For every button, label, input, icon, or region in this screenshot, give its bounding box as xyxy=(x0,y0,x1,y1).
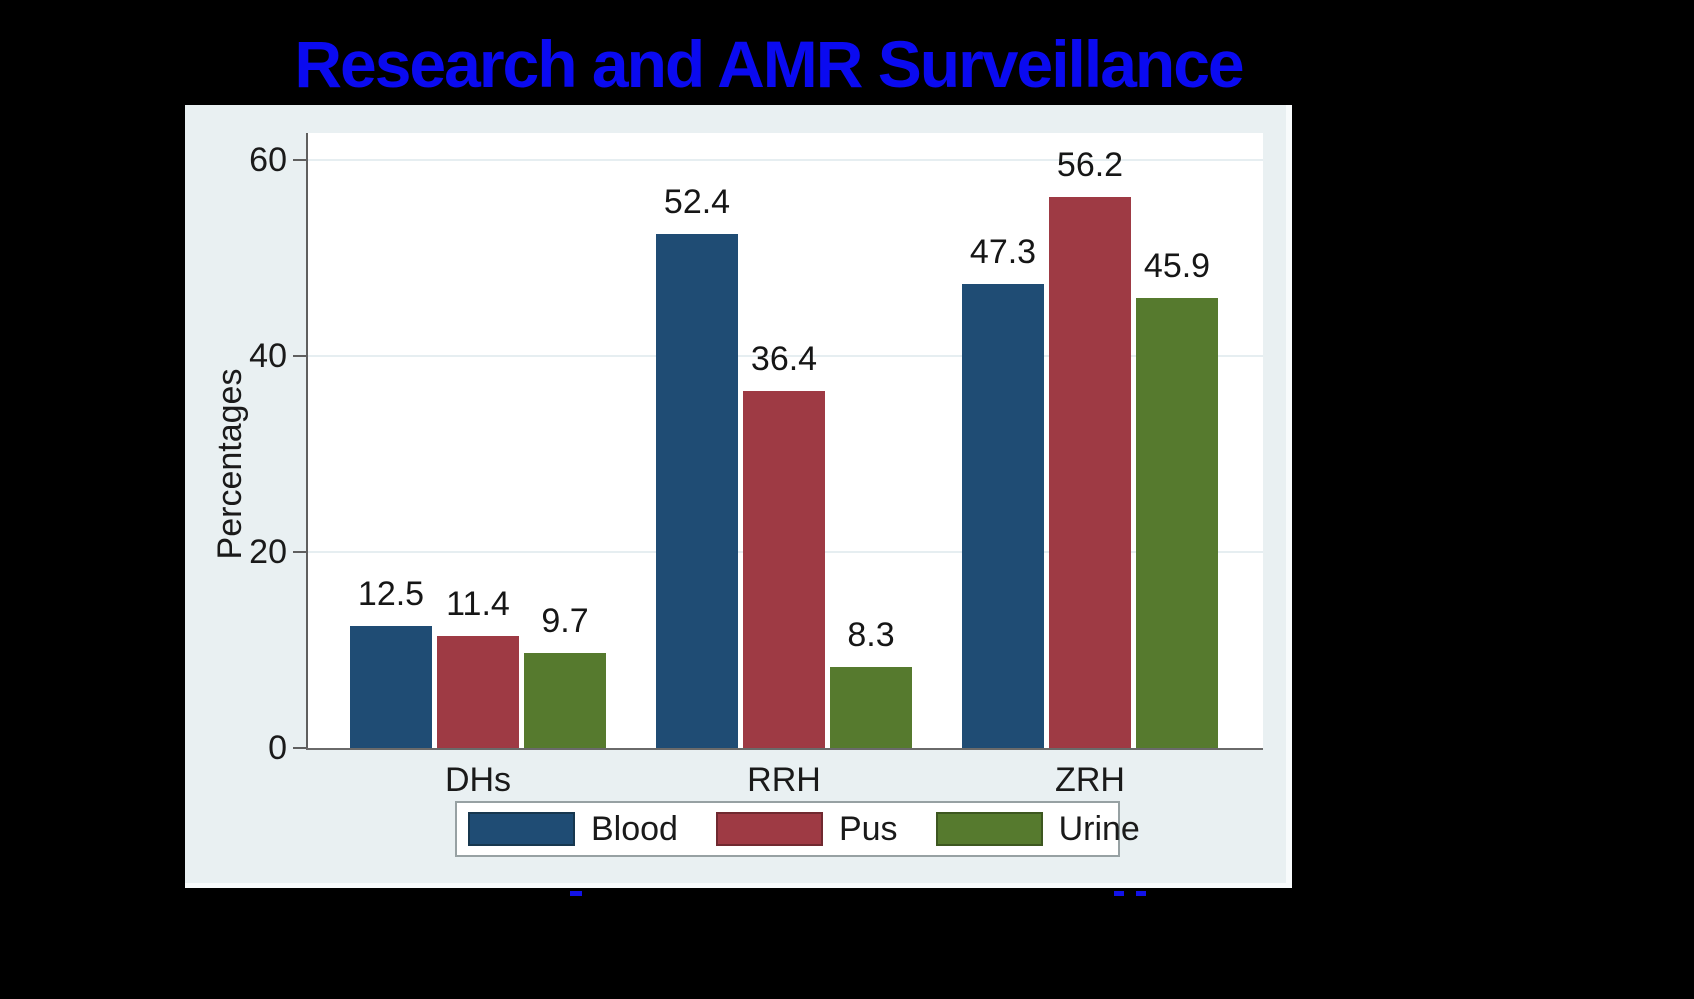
gridline-40 xyxy=(308,355,1263,357)
chart-panel: 12.5 11.4 9.7 52.4 36.4 8.3 47.3 56.2 45.9 0 20 40… xyxy=(185,105,1292,888)
y-tick-20 xyxy=(293,551,306,553)
bar-value-label: 12.5 xyxy=(357,574,425,613)
cropped-text-artifact xyxy=(1114,891,1124,896)
cropped-text-artifact xyxy=(1136,891,1146,896)
bar-rrh-blood xyxy=(656,234,738,748)
plot-area: 12.5 11.4 9.7 52.4 36.4 8.3 47.3 56.2 45.9 xyxy=(308,133,1263,748)
legend-item-blood: Blood xyxy=(468,810,678,849)
bar-value-label: 36.4 xyxy=(750,340,818,379)
y-tick-label-0: 0 xyxy=(268,729,287,767)
legend-label-urine: Urine xyxy=(1058,809,1140,848)
legend-item-pus: Pus xyxy=(715,809,898,849)
gridline-60 xyxy=(308,159,1263,161)
bar-dhs-urine xyxy=(524,652,606,748)
cropped-text-artifact xyxy=(570,891,582,896)
y-tick-40 xyxy=(293,355,306,357)
bar-rrh-pus xyxy=(743,391,825,748)
y-tick-label-60: 60 xyxy=(249,141,287,179)
y-tick-60 xyxy=(293,159,306,161)
y-tick-0 xyxy=(293,747,306,749)
legend-item-urine: Urine xyxy=(935,809,1140,849)
x-axis-line xyxy=(306,748,1263,750)
legend-label-pus: Pus xyxy=(838,809,898,848)
y-axis-title: Percentages xyxy=(211,368,249,560)
legend-swatch-urine xyxy=(935,812,1043,846)
legend-box: Blood Pus Urine xyxy=(455,801,1140,857)
x-category-label-rrh: RRH xyxy=(747,761,821,799)
bar-rrh-urine xyxy=(830,666,912,748)
legend-swatch-pus xyxy=(715,812,823,846)
x-category-label-dhs: DHs xyxy=(444,761,512,799)
x-category-label-zrh: ZRH xyxy=(1055,761,1125,799)
bar-value-label: 52.4 xyxy=(663,183,731,222)
bar-value-label: 47.3 xyxy=(969,233,1037,272)
bar-value-label: 45.9 xyxy=(1143,247,1211,286)
legend-swatch-blood xyxy=(468,812,575,846)
y-tick-label-20: 20 xyxy=(249,533,287,571)
bar-dhs-blood xyxy=(350,625,432,748)
bar-dhs-pus xyxy=(437,636,519,748)
y-axis-line xyxy=(306,133,308,750)
y-tick-label-40: 40 xyxy=(249,337,287,375)
bar-value-label: 56.2 xyxy=(1056,146,1124,185)
chart-title: Research and AMR Surveillance xyxy=(294,27,1244,101)
bar-zrh-urine xyxy=(1136,298,1218,748)
bar-value-label: 9.7 xyxy=(541,601,589,640)
bar-value-label: 8.3 xyxy=(847,615,895,654)
bar-value-label: 11.4 xyxy=(446,585,510,624)
bar-zrh-blood xyxy=(962,284,1044,748)
bar-zrh-pus xyxy=(1049,197,1131,748)
legend-label-blood: Blood xyxy=(591,809,678,848)
